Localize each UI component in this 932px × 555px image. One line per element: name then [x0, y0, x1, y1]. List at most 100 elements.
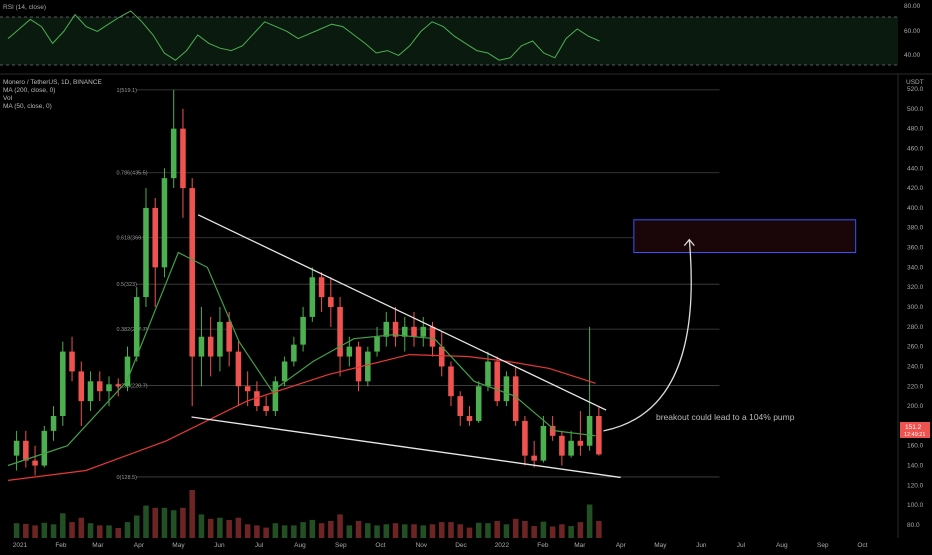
symbol-title[interactable]: Monero / TetherUS, 1D, BINANCE [3, 79, 103, 86]
price-tick-label: 380.0 [907, 225, 924, 232]
time-tick-label: Dec [455, 542, 467, 549]
arrow-head-icon [683, 238, 695, 247]
trendlines[interactable] [191, 214, 621, 479]
time-tick-label: Apr [134, 542, 145, 549]
candle-body [115, 384, 122, 387]
volume-bar [124, 522, 131, 538]
candle-body [596, 416, 602, 455]
candle-body [309, 277, 316, 317]
volume-bar [420, 525, 427, 538]
volume-bar [170, 510, 177, 538]
ma200-legend[interactable]: MA (200, close, 0) [3, 87, 55, 94]
candle-body [411, 326, 417, 337]
candle-body [318, 277, 325, 298]
volume-bar [411, 524, 417, 538]
candle-body [254, 391, 260, 407]
volume-bar [244, 524, 251, 538]
volume-bar [346, 525, 353, 538]
time-tick-label: Aug [294, 542, 306, 549]
candle-body [586, 416, 593, 446]
candle-body [512, 376, 519, 421]
candle-body [577, 440, 584, 446]
rsi-band [0, 17, 898, 65]
ma50-legend[interactable]: MA (50, close, 0) [3, 103, 52, 110]
volume-bar [161, 507, 168, 538]
fib-level-label: 0.382(277.7) [116, 327, 147, 333]
rsi-axis-label-80: 80.00 [904, 3, 921, 10]
candle-body [96, 381, 103, 392]
volume-bar [328, 521, 334, 538]
last-price-tag: 151.2 12:49:21 [900, 422, 930, 438]
volume-bar [96, 525, 103, 538]
price-tick-label: 280.0 [907, 324, 924, 331]
time-tick-label: Mar [574, 542, 586, 549]
volume-bar [549, 526, 556, 538]
candle-body [13, 440, 20, 456]
volume-bar [254, 525, 260, 538]
ma50-line [7, 251, 596, 467]
price-tick-label: 80.0 [907, 522, 920, 529]
candle-body [217, 321, 223, 357]
rsi-axis-label-60: 60.00 [904, 28, 921, 35]
candle-body [235, 351, 242, 387]
price-tick-label: 360.0 [907, 245, 924, 252]
price-tick-label: 120.0 [907, 482, 924, 489]
candle-body [475, 386, 482, 421]
candle-body [346, 346, 353, 357]
volume-bar [281, 525, 288, 538]
volume-bar [586, 504, 593, 538]
candle-body [170, 128, 177, 179]
target-box[interactable] [633, 219, 857, 254]
candle-body [244, 386, 251, 392]
fib-level-label: 1(519.1) [116, 88, 137, 94]
candle-body [522, 420, 528, 456]
volume-bar [355, 521, 362, 538]
candle-body [300, 316, 306, 345]
price-tick-label: 140.0 [907, 463, 924, 470]
volume-bar [226, 519, 232, 538]
volume-bar [503, 524, 510, 538]
candle-body [133, 297, 140, 357]
price-axis[interactable]: 520.0 500.0 480.0 460.0 440.0 420.0 400.0 380.0… [907, 86, 924, 529]
volume-bar [401, 524, 408, 538]
candle-body [281, 361, 288, 382]
candle-body [69, 351, 75, 372]
time-tick-label: Jun [696, 542, 707, 549]
last-price-box [900, 422, 930, 438]
fib-level-label: 0.786(435.5) [116, 171, 147, 177]
volume-bar [337, 514, 343, 538]
candle-body [106, 384, 112, 392]
volume-bar [106, 525, 112, 538]
candle-body [383, 321, 390, 337]
candle-body [429, 326, 436, 347]
vol-legend[interactable]: Vol [3, 95, 13, 102]
candle-body [226, 321, 232, 352]
candle-body [355, 346, 362, 382]
volume-bar [133, 515, 140, 538]
candle-body [568, 440, 574, 456]
unit-label: USDT [906, 79, 924, 86]
candle-body [23, 440, 29, 461]
breakout-arrow[interactable] [603, 239, 692, 432]
volume-bar [457, 524, 463, 538]
volume-bar [235, 517, 242, 538]
price-tick-label: 400.0 [907, 205, 924, 212]
volume-bar [152, 507, 158, 538]
time-axis[interactable]: 2021 Feb Mar Apr May Jun Jul Aug Sep Oct Nov Dec 202… [13, 542, 868, 549]
price-tick-label: 480.0 [907, 126, 924, 133]
time-tick-label: Nov [416, 542, 428, 549]
fib-level-label: 0.236(220.7) [116, 384, 147, 390]
candle-body [337, 307, 343, 357]
price-tick-label: 420.0 [907, 185, 924, 192]
time-tick-label: 2022 [495, 542, 510, 549]
price-tick-label: 160.0 [907, 443, 924, 450]
volume-bar [559, 524, 565, 538]
volume-bar [475, 522, 482, 538]
main-legend: Monero / TetherUS, 1D, BINANCE MA (200, … [3, 79, 924, 110]
volume-bar [596, 521, 602, 538]
candle-body [189, 188, 195, 357]
volume-bar [365, 523, 371, 538]
breakout-annotation[interactable]: breakout could lead to a 104% pump [656, 412, 795, 422]
price-tick-label: 520.0 [907, 86, 924, 93]
